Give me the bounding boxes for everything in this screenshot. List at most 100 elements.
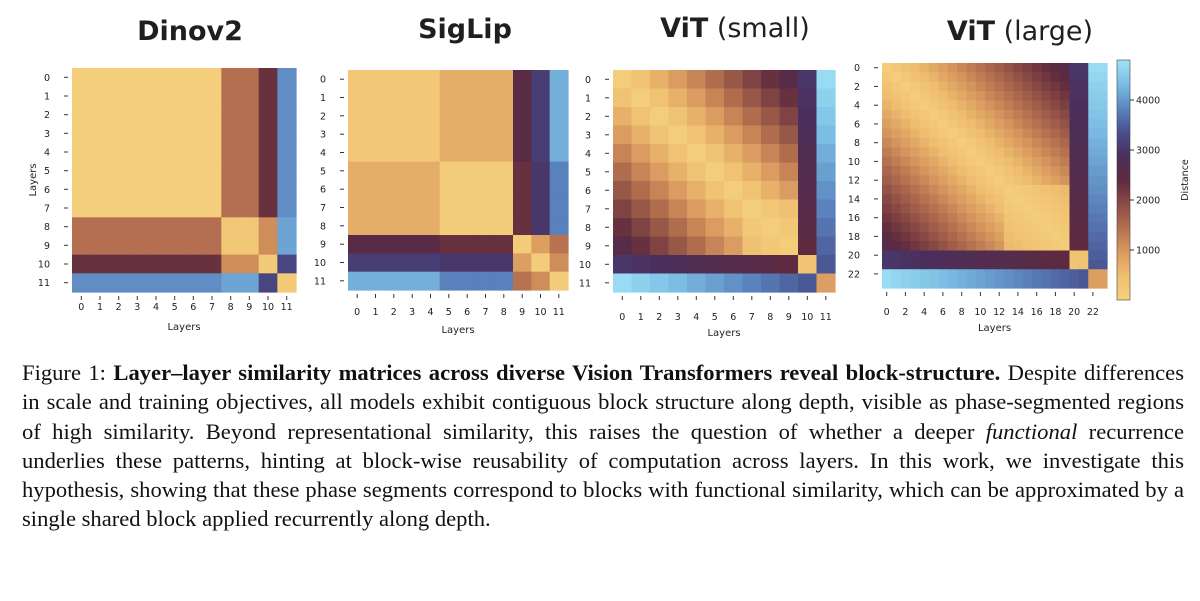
heatmap-cell — [900, 63, 911, 73]
y-tick-label: 11 — [38, 278, 50, 289]
heatmap-cell — [1097, 175, 1108, 186]
heatmap-cell — [184, 142, 204, 162]
heatmap-cell — [513, 161, 532, 181]
x-tick-label: 3 — [134, 302, 140, 313]
heatmap-cell — [476, 88, 496, 108]
heatmap-cell — [184, 254, 204, 274]
heatmap-cell — [1003, 147, 1014, 158]
heatmap-cell — [1069, 213, 1080, 223]
heatmap-cell — [966, 109, 977, 120]
heatmap-cell — [476, 216, 496, 236]
heatmap-cell — [1069, 222, 1080, 233]
heatmap-cell — [891, 91, 902, 102]
heatmap-cell — [1003, 100, 1014, 111]
heatmap-cell — [494, 88, 514, 108]
heatmap-cell — [910, 119, 921, 130]
heatmap-cell — [975, 278, 986, 289]
heatmap-cell — [1050, 250, 1061, 261]
heatmap-cell — [72, 105, 92, 125]
heatmap-cell — [798, 107, 818, 127]
heatmap-cell — [947, 63, 958, 73]
heatmap-cell — [549, 161, 569, 181]
heatmap-cell — [72, 180, 92, 200]
heatmap-cell — [668, 273, 688, 293]
heatmap-cell — [947, 259, 958, 270]
heatmap-cell — [146, 254, 166, 274]
heatmap-cell — [994, 166, 1005, 177]
heatmap-cell — [994, 269, 1005, 280]
heatmap-cell — [90, 161, 110, 181]
x-tick-label: 8 — [228, 302, 234, 313]
heatmap-cell — [957, 241, 967, 252]
x-tick-label: 3 — [409, 307, 415, 318]
heatmap-cell — [891, 175, 902, 186]
heatmap-cell — [910, 213, 921, 223]
heatmap-cell — [891, 184, 902, 195]
y-tick-label: 20 — [848, 251, 860, 262]
heatmap-cell — [1022, 184, 1033, 195]
heatmap-cell — [816, 255, 836, 275]
heatmap-cell — [1032, 128, 1042, 139]
heatmap-cell — [439, 180, 459, 199]
heatmap-cell — [985, 109, 996, 120]
heatmap-cell — [202, 105, 222, 125]
heatmap-cell — [1069, 156, 1080, 167]
heatmap-cell — [403, 235, 422, 254]
heatmap-cell — [494, 253, 514, 273]
heatmap-cell — [724, 199, 744, 219]
heatmap-cell — [1003, 91, 1014, 102]
heatmap-cell — [1060, 241, 1071, 252]
y-tick-label: 18 — [848, 232, 860, 243]
heatmap-cell — [994, 128, 1005, 139]
heatmap-cell — [631, 144, 651, 164]
heatmap-cell — [1041, 81, 1052, 92]
heatmap-cell — [742, 125, 762, 145]
heatmap-cell — [891, 278, 902, 289]
x-tick-label: 10 — [534, 307, 546, 318]
x-tick-label: 0 — [78, 302, 84, 313]
heatmap-cell — [109, 124, 129, 144]
heatmap-cell — [1088, 194, 1099, 205]
heatmap-cell — [72, 124, 92, 144]
y-tick-label: 0 — [585, 75, 591, 86]
heatmap-cell — [938, 100, 949, 111]
heatmap-cell — [779, 144, 799, 164]
heatmap-cell — [1003, 259, 1014, 270]
heatmap-cell — [494, 198, 514, 218]
heatmap-cell — [994, 72, 1005, 83]
heatmap-cell — [439, 106, 459, 126]
colorbar-tick-label: 4000 — [1136, 96, 1160, 107]
heatmap-cell — [1003, 231, 1014, 242]
heatmap-cell — [900, 81, 911, 92]
heatmap-cell — [631, 88, 651, 108]
heatmap-cell — [957, 269, 967, 280]
heatmap-cell — [165, 142, 185, 162]
heatmap-cell — [994, 119, 1005, 130]
heatmap-cell — [910, 184, 921, 195]
heatmap-cell — [1032, 213, 1042, 223]
heatmap-cell — [1032, 156, 1042, 167]
heatmap-cell — [494, 235, 514, 254]
heatmap-cell — [891, 156, 902, 167]
y-tick-label: 9 — [44, 241, 50, 252]
heatmap-cell — [928, 100, 939, 111]
x-tick-label: 2 — [391, 307, 397, 318]
heatmap-cell — [928, 128, 939, 139]
heatmap-cell — [146, 236, 166, 256]
y-tick-label: 2 — [854, 82, 860, 93]
y-tick-label: 5 — [44, 166, 50, 177]
panel-title-siglip: SigLip — [390, 14, 540, 45]
heatmap-cell — [1097, 231, 1108, 242]
title-bold: ViT — [946, 16, 995, 47]
heatmap-cell — [258, 236, 278, 256]
heatmap-cell — [1032, 147, 1042, 158]
heatmap-cell — [668, 70, 688, 90]
heatmap-cell — [1041, 128, 1052, 139]
heatmap-cell — [403, 70, 422, 89]
heatmap-cell — [128, 161, 148, 181]
heatmap-cell — [1032, 194, 1042, 205]
heatmap-cell — [1003, 278, 1014, 289]
heatmap-cell — [1069, 241, 1080, 252]
heatmap-cell — [928, 72, 939, 83]
heatmap-cell — [985, 156, 996, 167]
